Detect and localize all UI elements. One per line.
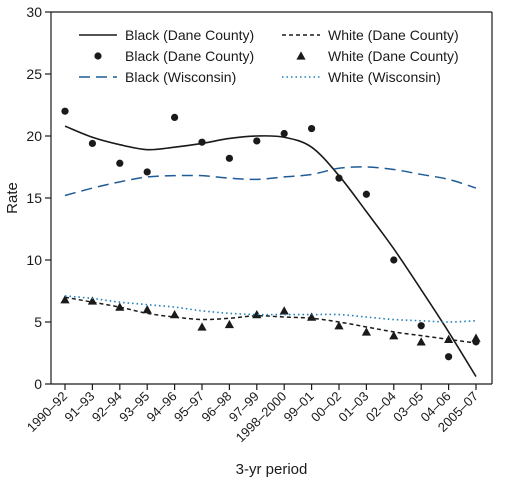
x-axis-title: 3-yr period [236, 461, 308, 478]
data-point-circle [335, 174, 343, 182]
legend-item: White (Wisconsin) [282, 69, 441, 85]
series-black-dane-county-smoothed-line [64, 125, 477, 377]
data-point-circle [198, 138, 206, 146]
data-point-circle [390, 256, 398, 264]
x-tick-label: 99–01 [281, 389, 317, 425]
x-tick-label: 00–02 [308, 389, 344, 425]
series-layer [60, 107, 481, 377]
series-black-dane-county-observed-points [61, 107, 480, 361]
series-line [64, 125, 477, 377]
legend-label: White (Dane County) [328, 48, 459, 64]
legend-item: Black (Dane County) [94, 48, 254, 64]
legend-label: White (Wisconsin) [328, 69, 441, 85]
x-tick-label: 95–97 [171, 389, 207, 425]
x-tick-label: 92–94 [89, 389, 125, 425]
legend-label: White (Dane County) [328, 27, 459, 43]
data-point-triangle [444, 334, 454, 344]
legend-swatch [94, 52, 102, 60]
data-point-triangle [115, 302, 125, 311]
series-white-wisconsin-smoothed-line [64, 295, 477, 323]
data-point-triangle [334, 321, 344, 330]
data-point-triangle [197, 322, 207, 331]
data-point-triangle [60, 295, 70, 304]
data-point-circle [171, 113, 179, 121]
series-white-dane-county-smoothed-line [64, 296, 477, 344]
data-point-circle [445, 353, 453, 361]
legend-item: White (Dane County) [282, 27, 459, 43]
data-point-triangle [224, 319, 234, 329]
data-point-triangle [361, 327, 371, 336]
legend-item: White (Dane County) [296, 48, 459, 64]
y-tick-label: 10 [26, 252, 42, 268]
data-point-triangle [170, 309, 180, 319]
data-point-circle [362, 190, 370, 198]
legend-item: Black (Wisconsin) [79, 69, 236, 85]
data-point-triangle [471, 333, 481, 342]
series-line [64, 296, 477, 344]
data-point-triangle [252, 309, 262, 319]
x-tick-label: 93–95 [116, 389, 152, 425]
legend: Black (Dane County) Black (Dane County) Bl… [79, 27, 459, 85]
y-tick-label: 5 [34, 314, 42, 330]
y-axis-title: Rate [4, 182, 21, 214]
x-tick-label: 02–04 [363, 389, 399, 425]
x-tick-label: 03–05 [390, 389, 426, 425]
data-point-circle [280, 129, 288, 138]
data-point-circle [88, 139, 96, 148]
x-tick-label: 91–93 [61, 389, 97, 425]
data-point-triangle [87, 296, 97, 305]
data-point-circle [61, 107, 69, 115]
legend-swatch [296, 51, 306, 60]
y-tick-label: 0 [34, 376, 42, 392]
legend-label: Black (Dane County) [125, 48, 254, 64]
data-point-triangle [307, 312, 317, 321]
y-tick-label: 25 [26, 66, 42, 82]
data-point-circle [253, 137, 261, 145]
data-point-triangle [279, 306, 289, 315]
series-line [64, 166, 477, 197]
x-tick-label: 01–03 [335, 389, 371, 425]
data-point-triangle [416, 337, 426, 346]
legend-label: Black (Wisconsin) [125, 69, 236, 85]
series-black-wisconsin-smoothed-line [64, 166, 477, 197]
x-tick-label: 96–98 [198, 389, 234, 425]
data-point-triangle [389, 331, 399, 340]
legend-item: Black (Dane County) [79, 27, 254, 43]
series-line [64, 295, 477, 323]
data-point-circle [417, 322, 425, 330]
y-tick-label: 20 [26, 128, 42, 144]
x-axis-ticks: 1990–9291–9392–9493–9594–9695–9796–9897–… [24, 384, 481, 445]
legend-label: Black (Dane County) [125, 27, 254, 43]
data-point-triangle [142, 305, 152, 314]
data-point-circle [225, 154, 233, 162]
series-white-dane-county-observed-points [60, 295, 481, 346]
data-point-circle [308, 124, 316, 133]
data-point-circle [143, 168, 151, 176]
y-tick-label: 15 [26, 190, 42, 206]
y-axis-ticks: 0 5 10 15 20 25 30 [26, 4, 51, 392]
x-tick-label: 94–96 [144, 389, 180, 425]
data-point-circle [116, 159, 124, 167]
y-tick-label: 30 [26, 4, 42, 20]
